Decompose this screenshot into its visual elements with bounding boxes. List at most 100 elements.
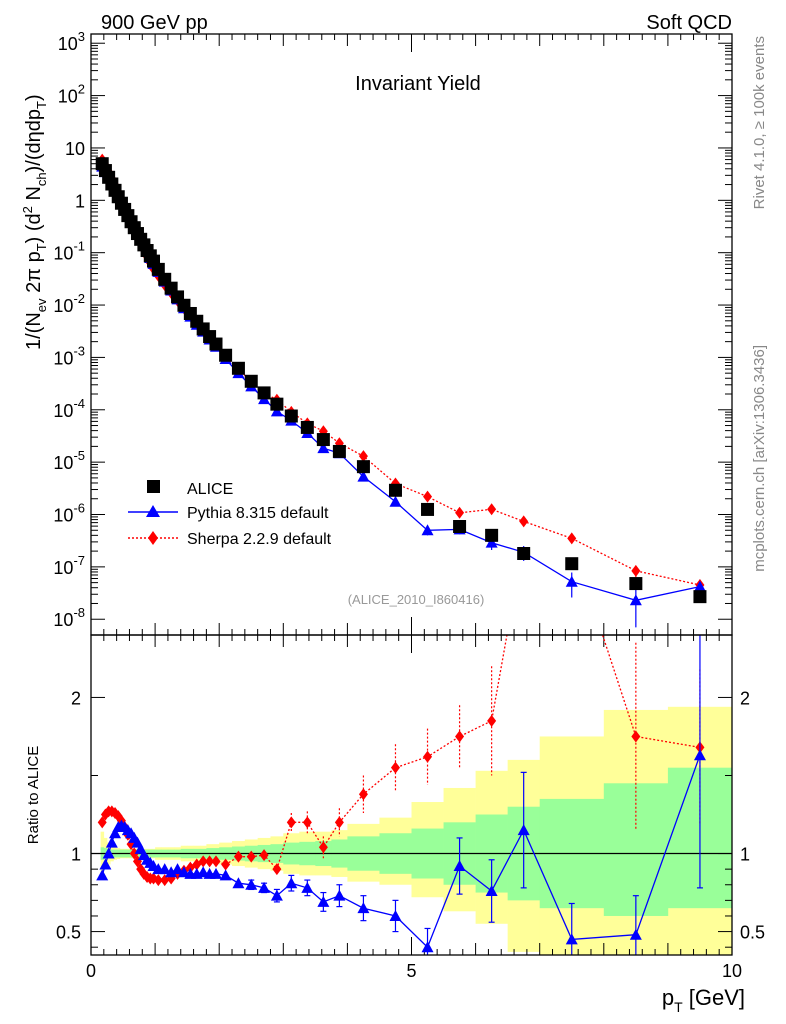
data-point <box>300 420 314 434</box>
ratio-data-point <box>333 889 346 901</box>
data-point <box>231 361 245 375</box>
ratio-data-point <box>158 863 171 875</box>
mcplots-label: mcplots.cern.ch [arXiv:1306.3436] <box>751 345 768 572</box>
data-point <box>358 450 368 463</box>
data-point <box>693 580 706 592</box>
header-right: Soft QCD <box>646 12 732 34</box>
data-point <box>257 386 271 400</box>
y-tick-label: 1 <box>75 191 85 211</box>
x-axis-label: pT [GeV] <box>662 985 745 1015</box>
ratio-data-point <box>487 714 497 727</box>
ratio-data-point <box>389 909 402 921</box>
ratio-data-point <box>99 858 112 870</box>
ratio-bands <box>100 706 732 955</box>
ratio-y-label: Ratio to ALICE <box>25 746 42 844</box>
data-point <box>317 442 330 454</box>
legend-marker-alice <box>147 480 160 493</box>
ratio-data-point <box>205 855 215 868</box>
ratio-data-point <box>301 881 314 893</box>
data-point <box>519 515 529 528</box>
ratio-frame <box>90 634 733 956</box>
legend-marker-pythia <box>146 505 160 517</box>
analysis-id: (ALICE_2010_I860416) <box>348 592 485 607</box>
data-point <box>693 590 707 604</box>
data-point <box>151 262 165 276</box>
ratio-data-point <box>517 824 530 836</box>
ratio-data-point <box>286 816 296 829</box>
y-tick-label: 10 <box>65 139 85 159</box>
data-point <box>485 536 498 548</box>
legend-label-sherpa: Sherpa 2.2.9 default <box>187 531 332 548</box>
ratio-data-point <box>565 933 578 945</box>
legend-marker-sherpa <box>148 531 158 545</box>
x-tick-label: 5 <box>406 961 416 981</box>
y-tick-label: 10-6 <box>53 501 85 526</box>
ratio-data-point <box>232 877 245 889</box>
ratio-data-point <box>209 867 222 879</box>
data-point <box>629 577 643 591</box>
y-tick-label: 103 <box>58 29 85 54</box>
data-point <box>332 444 346 458</box>
ratio-data-point <box>153 874 163 887</box>
ratio-data-point <box>629 928 642 940</box>
data-point <box>244 374 258 388</box>
y-tick-label: 10-5 <box>53 448 85 473</box>
ratio-data-point <box>453 860 466 872</box>
y-tick-label: 10-4 <box>53 396 85 421</box>
y-tick-label: 10-8 <box>53 605 85 630</box>
data-point <box>388 483 402 497</box>
ratio-data-point <box>97 816 107 829</box>
ratio-data-point <box>233 850 243 863</box>
data-point <box>565 557 579 571</box>
data-point <box>219 348 233 362</box>
ratio-data-point <box>246 850 256 863</box>
data-point <box>631 564 641 577</box>
ratio-data-point <box>258 881 271 893</box>
ratio-plot-data <box>96 635 706 955</box>
data-point <box>453 520 467 534</box>
y-tick-label: 102 <box>58 82 85 107</box>
ratio-data-point <box>219 869 232 881</box>
data-point <box>389 495 402 507</box>
data-point <box>270 397 284 411</box>
ratio-data-point <box>198 855 208 868</box>
ratio-data-point <box>358 788 368 801</box>
data-point <box>316 433 330 447</box>
ratio-data-point <box>245 878 258 890</box>
ratio-series-line <box>101 635 701 881</box>
ratio-y-tick-label: 1 <box>71 845 81 865</box>
data-point <box>356 460 370 474</box>
ratio-data-point <box>285 877 298 889</box>
ratio-data-point <box>317 895 330 907</box>
x-tick-label: 0 <box>86 961 96 981</box>
data-point <box>421 502 435 516</box>
data-point <box>284 409 298 423</box>
ratio-data-point <box>105 836 118 848</box>
header-left: 900 GeV pp <box>101 12 208 34</box>
data-point <box>629 594 642 606</box>
ratio-data-point <box>423 750 433 763</box>
ratio-data-point <box>357 902 370 914</box>
y-axis-label: 1/(Nev 2π pT) (d2 Nch)/(dηdpT) <box>20 94 49 350</box>
ratio-data-point <box>109 827 122 839</box>
ratio-y-tick-label-right: 2 <box>740 688 750 708</box>
data-point <box>487 503 497 516</box>
data-point <box>270 405 283 417</box>
data-point <box>485 528 499 542</box>
data-point <box>209 337 223 351</box>
ratio-data-point <box>259 849 269 862</box>
ratio-data-point <box>221 858 231 871</box>
x-tick-label: 10 <box>722 961 742 981</box>
ratio-data-point <box>171 863 184 875</box>
ratio-y-tick-label: 2 <box>71 688 81 708</box>
ratio-data-point <box>390 761 400 774</box>
ratio-data-point <box>272 863 282 876</box>
data-point <box>423 490 433 503</box>
data-point <box>455 506 465 519</box>
ratio-axes: 0 5 10 0.5 0.5 1 1 2 2 <box>56 635 765 981</box>
ratio-data-point <box>334 816 344 829</box>
ratio-data-point <box>693 749 706 761</box>
ratio-data-point <box>96 869 109 881</box>
data-point <box>565 575 578 587</box>
